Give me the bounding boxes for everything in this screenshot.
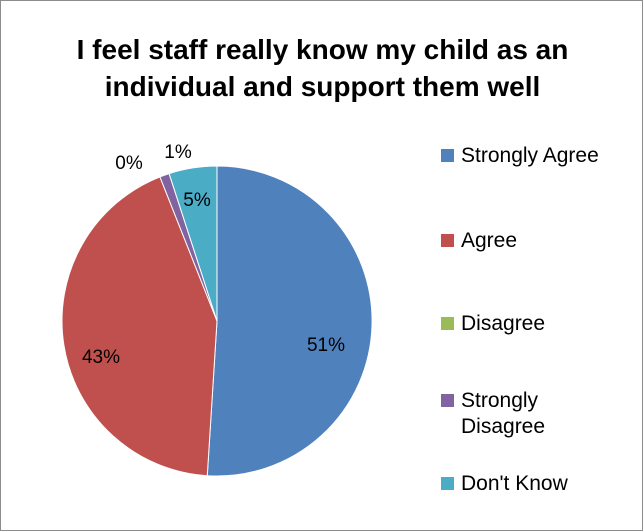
- legend-swatch-agree: [441, 234, 454, 247]
- chart-title: I feel staff really know my child as an …: [1, 31, 643, 105]
- data-label-agree: 43%: [82, 347, 120, 368]
- data-label-disagree: 0%: [115, 153, 143, 174]
- chart-title-line-1: I feel staff really know my child as an: [76, 34, 569, 65]
- legend-label-line: Agree: [461, 229, 518, 252]
- legend-item-strongly-agree: Strongly Agree: [441, 143, 631, 169]
- pie-slice-don-t-know: [168, 165, 218, 322]
- legend-item-agree: Agree: [441, 228, 631, 254]
- legend-label-line: Don't Know: [461, 472, 568, 495]
- legend-item-don-t-know: Don't Know: [441, 471, 631, 497]
- legend-swatch-don-t-know: [441, 477, 454, 490]
- data-label-strongly-disagree: 1%: [164, 142, 192, 163]
- legend-label-line: Strongly Agree: [461, 144, 599, 167]
- legend-swatch-strongly-disagree: [441, 394, 454, 407]
- chart-title-line-2: individual and support them well: [104, 71, 541, 102]
- legend-label-line: Strongly: [461, 389, 539, 412]
- legend-swatch-disagree: [441, 317, 454, 330]
- data-label-strongly-agree: 51%: [307, 335, 345, 356]
- legend-label-don-t-know: Don't Know: [461, 471, 631, 497]
- legend-swatch-strongly-agree: [441, 149, 454, 162]
- pie-slice-strongly-agree: [206, 165, 373, 477]
- legend-label-strongly-disagree: Strongly Disagree: [461, 388, 631, 440]
- legend-label-strongly-agree: Strongly Agree: [461, 143, 631, 169]
- data-label-don-t-know: 5%: [183, 190, 211, 211]
- pie-slice-agree: [61, 176, 218, 477]
- legend-label-disagree: Disagree: [461, 311, 631, 337]
- legend-label-agree: Agree: [461, 228, 631, 254]
- legend-label-line: Disagree: [461, 415, 546, 438]
- legend-item-disagree: Disagree: [441, 311, 631, 337]
- legend-label-line: Disagree: [461, 312, 546, 335]
- legend-item-strongly-disagree: Strongly Disagree: [441, 388, 631, 440]
